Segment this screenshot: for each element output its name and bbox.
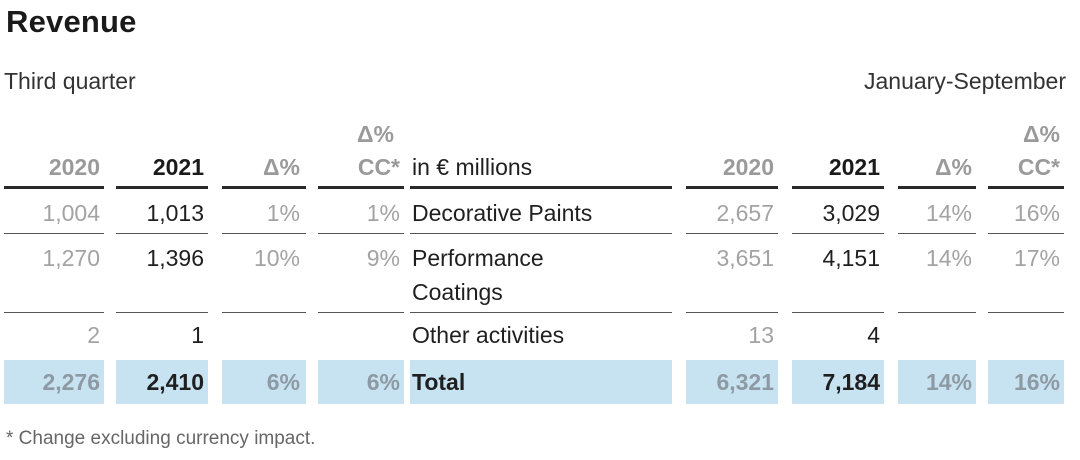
row-rule — [988, 312, 1064, 313]
row-label-coatings: Coatings — [412, 279, 503, 305]
table-cell: 3,029 — [822, 200, 880, 226]
header-rule — [792, 186, 884, 189]
total-cell: 16% — [1013, 369, 1060, 395]
row-rule — [222, 312, 306, 313]
header-unit-label: in € millions — [412, 154, 533, 180]
total-cell: 2,410 — [146, 369, 204, 395]
row-rule — [988, 233, 1064, 234]
footnote: * Change excluding currency impact. — [6, 428, 316, 449]
table-cell: 4,151 — [822, 245, 880, 271]
total-cell: 6% — [266, 369, 300, 395]
row-rule — [318, 312, 404, 313]
table-cell: 10% — [253, 245, 300, 271]
row-label-decorative-paints: Decorative Paints — [412, 200, 593, 226]
header-rule — [686, 186, 778, 189]
row-label-total: Total — [412, 369, 466, 395]
total-highlight — [116, 360, 208, 404]
total-highlight — [988, 360, 1064, 404]
header-rule — [222, 186, 306, 189]
table-cell: 1,270 — [42, 245, 100, 271]
row-rule — [898, 233, 976, 234]
table-cell: 1% — [266, 200, 300, 226]
subtitle-third-quarter: Third quarter — [4, 68, 136, 94]
row-rule — [410, 312, 672, 313]
table-cell: 16% — [1013, 200, 1060, 226]
header-rule — [116, 186, 208, 189]
row-rule — [4, 312, 104, 313]
subtitle-january-september: January-September — [864, 68, 1066, 94]
table-cell: 1,396 — [146, 245, 204, 271]
header-rule — [4, 186, 104, 189]
table-cell: 2 — [87, 322, 100, 348]
total-highlight — [410, 360, 672, 404]
row-rule — [898, 312, 976, 313]
total-highlight — [4, 360, 104, 404]
table-cell: 1,004 — [42, 200, 100, 226]
header-rule — [988, 186, 1064, 189]
header-q3-delta-cc-bottom: CC* — [357, 154, 400, 180]
header-ytd-2021: 2021 — [828, 154, 880, 180]
row-rule — [222, 233, 306, 234]
row-rule — [792, 233, 884, 234]
row-rule — [116, 312, 208, 313]
header-ytd-delta: Δ% — [935, 154, 972, 180]
row-rule — [410, 233, 672, 234]
table-cell: 14% — [925, 245, 972, 271]
row-rule — [686, 233, 778, 234]
table-cell: 14% — [925, 200, 972, 226]
header-ytd-delta-cc-top: Δ% — [1023, 121, 1060, 147]
table-cell: 1,013 — [146, 200, 204, 226]
total-cell: 2,276 — [42, 369, 100, 395]
row-rule — [792, 312, 884, 313]
table-cell: 17% — [1013, 245, 1060, 271]
total-highlight — [898, 360, 976, 404]
total-cell: 14% — [925, 369, 972, 395]
row-label-other-activities: Other activities — [412, 322, 565, 348]
row-rule — [318, 233, 404, 234]
total-highlight — [318, 360, 404, 404]
header-rule — [410, 186, 672, 189]
row-rule — [116, 233, 208, 234]
table-cell: 1% — [366, 200, 400, 226]
total-cell: 6% — [366, 369, 400, 395]
row-rule — [4, 233, 104, 234]
total-highlight — [222, 360, 306, 404]
table-cell: 2,657 — [716, 200, 774, 226]
header-q3-2021: 2021 — [152, 154, 204, 180]
page-title: Revenue — [6, 4, 137, 39]
table-cell: 3,651 — [716, 245, 774, 271]
header-rule — [318, 186, 404, 189]
row-rule — [686, 312, 778, 313]
total-cell: 7,184 — [822, 369, 880, 395]
table-cell: 1 — [191, 322, 204, 348]
header-rule — [898, 186, 976, 189]
header-ytd-delta-cc-bottom: CC* — [1017, 154, 1060, 180]
row-label-performance: Performance — [412, 245, 544, 271]
table-cell: 13 — [748, 322, 774, 348]
header-q3-2020: 2020 — [48, 154, 100, 180]
header-q3-delta-cc-top: Δ% — [357, 121, 394, 147]
total-highlight — [686, 360, 778, 404]
table-cell: 9% — [366, 245, 400, 271]
total-highlight — [792, 360, 884, 404]
table-cell: 4 — [867, 322, 880, 348]
total-cell: 6,321 — [716, 369, 774, 395]
header-ytd-2020: 2020 — [722, 154, 774, 180]
header-q3-delta: Δ% — [263, 154, 300, 180]
